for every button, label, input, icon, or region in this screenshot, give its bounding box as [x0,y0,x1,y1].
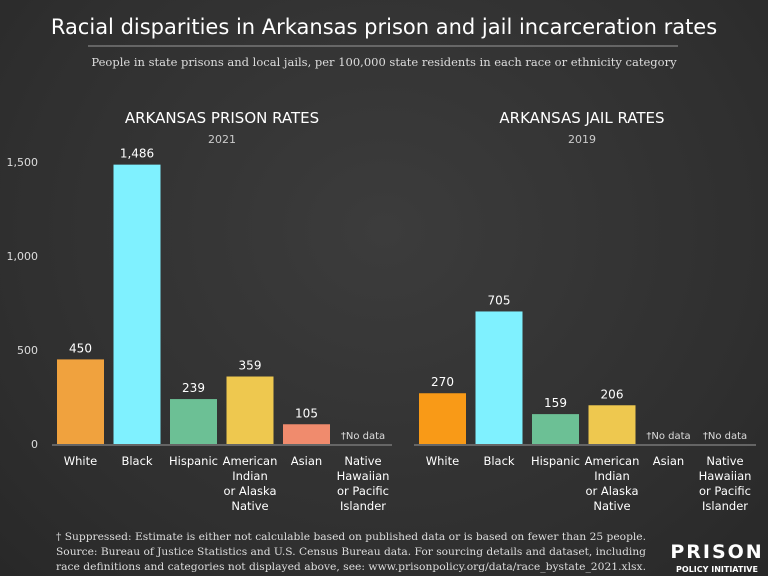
panel-1: ARKANSAS JAIL RATES 2019 270 White 705 Black 1… [414,109,756,513]
category-label: Islander [702,499,748,513]
panel-title: ARKANSAS JAIL RATES [499,109,664,127]
bar [532,414,579,444]
bar [57,359,104,444]
category-label: Hawaiian [337,469,390,483]
data-label: 270 [431,375,454,389]
y-tick-label: 1,000 [7,250,39,263]
category-label: Native [344,454,381,468]
panel-title: ARKANSAS PRISON RATES [125,109,319,127]
category-label: American [223,454,278,468]
no-data-label: †No data [646,431,690,442]
category-label: Asian [291,454,322,468]
bar [588,405,636,444]
data-label: 450 [69,341,92,355]
category-label: White [426,454,459,468]
chart-subtitle: People in state prisons and local jails,… [91,55,677,69]
logo-line2: POLICY INITIATIVE [676,565,758,574]
bar [226,376,274,444]
bar [419,393,466,444]
category-label: Asian [653,454,684,468]
category-label: or Alaska [223,484,276,498]
data-label: 1,486 [120,147,154,161]
bar [113,164,161,444]
bar [283,424,330,444]
bar [475,311,523,444]
chart-title: Racial disparities in Arkansas prison an… [51,15,717,39]
category-label: Native [231,499,268,513]
category-label: Islander [340,499,386,513]
data-label: 359 [239,359,262,373]
data-label: 206 [601,387,624,401]
panel-subtitle: 2019 [568,133,596,146]
y-tick-label: 1,500 [7,156,39,169]
y-tick-label: 500 [17,344,38,357]
footnote-line: Source: Bureau of Justice Statistics and… [56,546,646,558]
data-label: 705 [488,293,511,307]
no-data-label: †No data [703,431,747,442]
panel-subtitle: 2021 [208,133,236,146]
footnote-line: race definitions and categories not disp… [56,561,646,573]
category-label: Hispanic [169,454,218,468]
panel-0: ARKANSAS PRISON RATES 2021 0 500 1,000 1,500 4… [7,109,392,513]
category-label: American [585,454,640,468]
y-tick-label: 0 [31,438,38,451]
category-label: Black [121,454,152,468]
category-label: Indian [232,469,268,483]
category-label: Hawaiian [699,469,752,483]
data-label: 105 [295,406,318,420]
footnote: † Suppressed: Estimate is either not cal… [56,531,646,573]
category-label: or Pacific [699,484,751,498]
category-label: Native [593,499,630,513]
logo-line1: PRISON [670,541,763,563]
category-label: Hispanic [531,454,580,468]
category-label: or Alaska [585,484,638,498]
category-label: Native [706,454,743,468]
data-label: 239 [182,381,205,395]
category-label: Indian [594,469,630,483]
category-label: White [64,454,97,468]
data-label: 159 [544,396,567,410]
category-label: Black [483,454,514,468]
bar [170,399,217,444]
footnote-line: † Suppressed: Estimate is either not cal… [56,531,646,543]
category-label: or Pacific [337,484,389,498]
no-data-label: †No data [341,431,385,442]
